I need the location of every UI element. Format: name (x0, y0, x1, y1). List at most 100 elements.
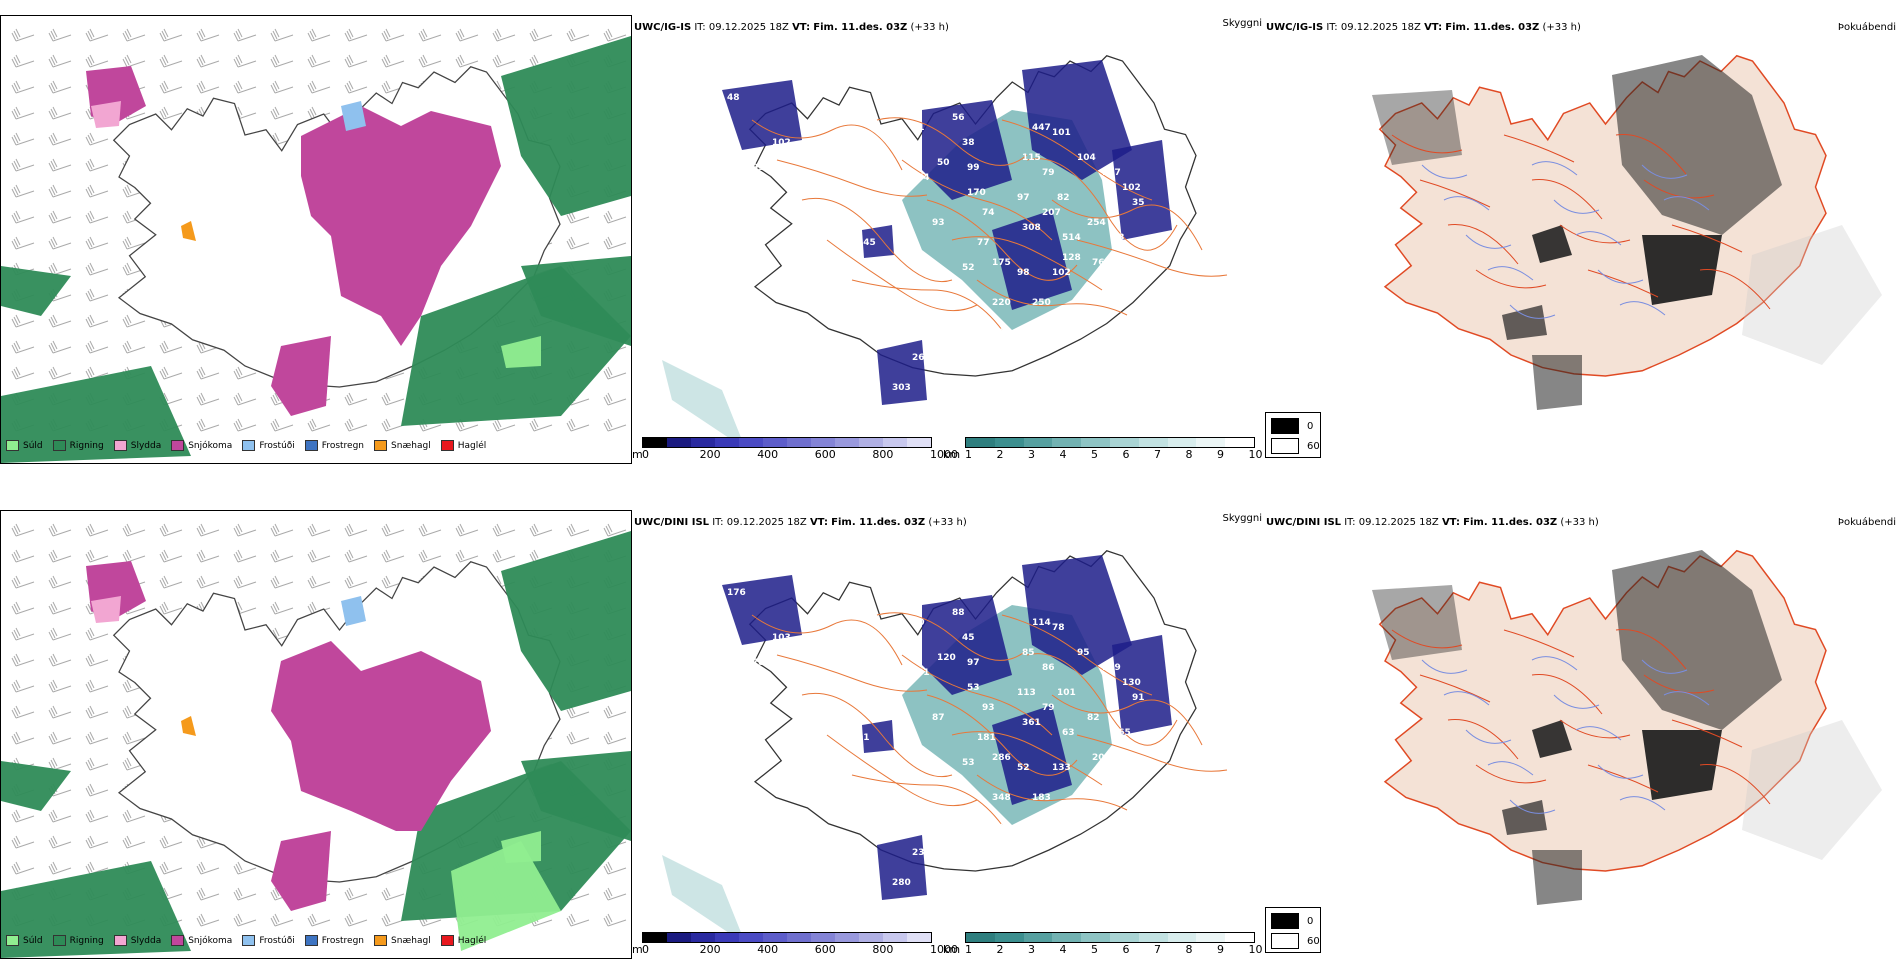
wind-barb (307, 80, 331, 94)
it-value: 09.12.2025 18Z (1340, 22, 1421, 33)
river-line (1509, 799, 1556, 814)
rain-area (501, 36, 631, 216)
it-value: 09.12.2025 18Z (708, 22, 789, 33)
wind-barb (529, 418, 553, 432)
colorbar-unit: km (943, 448, 961, 461)
wind-barb (381, 913, 405, 927)
wind-barb (48, 809, 72, 823)
colorbar-tick-label: 10 (1248, 448, 1263, 461)
legend-item: Frostregn (304, 440, 364, 451)
legend-label: Snjókoma (188, 440, 233, 451)
it-label: IT: (694, 22, 706, 33)
wind-barb (122, 809, 146, 823)
fog-area (1532, 850, 1582, 905)
rain-area (1, 266, 71, 316)
wind-barb (11, 80, 35, 94)
rain-area (1, 861, 191, 958)
wind-barb (603, 236, 627, 250)
wind-barb (48, 184, 72, 198)
wind-barb (159, 835, 183, 849)
wind-barb (307, 28, 331, 42)
snow-grains-area (181, 221, 196, 241)
wind-barb (196, 549, 220, 563)
fog-map (1372, 54, 1882, 410)
wind-barb (85, 262, 109, 276)
rain-area (521, 751, 631, 841)
it-value: 09.12.2025 18Z (1358, 517, 1439, 528)
cloud-base-label: 97 (1017, 193, 1030, 203)
wind-barb (270, 601, 294, 615)
wind-barb (48, 523, 72, 537)
wind-barb (85, 288, 109, 302)
road-line (1026, 653, 1178, 746)
cloud-base-label: 234 (1002, 343, 1021, 353)
wind-barb (11, 210, 35, 224)
wind-barb (455, 54, 479, 68)
visibility-panel-2: UWC/DINI ISL IT: 09.12.2025 18Z VT: Fim.… (632, 495, 1262, 965)
wind-barb (455, 418, 479, 432)
cloud-base-label: 93 (982, 703, 995, 713)
legend-item: Snæhagl (374, 440, 431, 451)
river-line (1575, 726, 1622, 741)
road-line (901, 159, 1053, 241)
wind-barb (344, 54, 368, 68)
cloud-base-label: 98 (1017, 268, 1030, 278)
wind-barb (344, 913, 368, 927)
cloud-base-label: 348 (992, 793, 1011, 803)
precip-type-panel-2: UWC/DINI ISL IT: 09.12.2025 18Z VT: Fim.… (0, 495, 632, 965)
wind-barb (566, 236, 590, 250)
wind-barb (85, 523, 109, 537)
legend-label: Snjókoma (188, 935, 233, 946)
cloud-base-label: 78 (752, 658, 765, 668)
low-cloud-area (722, 80, 802, 150)
wind-barb (196, 861, 220, 875)
road-line (1699, 763, 1771, 805)
panel-title: Þokuábendi (1837, 517, 1896, 528)
precip-legend: Súld Rigning Slydda Snjókoma Frostúði Frostre… (6, 440, 496, 451)
fog-area (1742, 225, 1882, 365)
wind-barb (603, 392, 627, 406)
fog-area (1612, 55, 1782, 235)
cloud-base-label: 85 (1022, 648, 1035, 658)
wind-barb (492, 549, 516, 563)
road-line (1587, 764, 1659, 793)
visibility-panel-1: UWC/IG-IS IT: 09.12.2025 18Z VT: Fim. 11… (632, 0, 1262, 470)
cloud-base-label: 86 (1042, 663, 1055, 673)
wind-barb (344, 523, 368, 537)
cloud-base-label: 93 (752, 163, 765, 173)
colorbar-tick-label: 3 (1028, 448, 1035, 461)
precip-legend: Súld Rigning Slydda Snjókoma Frostúði Frostre… (6, 935, 496, 946)
fog-key-swatch (1271, 933, 1299, 949)
wind-barb (48, 861, 72, 875)
cloud-base-label: 80 (912, 618, 925, 628)
fog-index-key: 0 60 (1265, 412, 1321, 458)
wind-barb (233, 54, 257, 68)
low-cloud-area (877, 340, 927, 405)
sleet-area (91, 101, 121, 128)
cloud-base-label: 53 (962, 758, 975, 768)
cloud-base-label: 101 (1052, 128, 1071, 138)
wind-barb (159, 106, 183, 120)
legend-item: Haglél (440, 440, 486, 451)
model-name: UWC/DINI ISL (634, 517, 710, 528)
fog-index-panel-2: UWC/DINI ISL IT: 09.12.2025 18Z VT: Fim.… (1262, 495, 1900, 965)
river-line (1619, 301, 1666, 316)
road-line (1391, 629, 1463, 649)
panel-title: Skyggni (1222, 18, 1262, 29)
freezing-drizzle-area (341, 596, 366, 626)
wind-barb (48, 653, 72, 667)
river-line (1553, 199, 1600, 214)
road-line (801, 197, 953, 283)
wind-barb (455, 549, 479, 563)
wind-barb (270, 575, 294, 589)
road-line (1503, 629, 1575, 658)
cloud-base-label: 286 (992, 753, 1011, 763)
cloud-base-label: 76 (1092, 258, 1105, 268)
river-line (1421, 164, 1468, 179)
wind-barb (48, 366, 72, 380)
wind-barb (455, 28, 479, 42)
wind-barb (603, 887, 627, 901)
low-cloud-area (862, 225, 894, 258)
colorbar-tick-label: 200 (699, 448, 721, 461)
cloud-base-label: 267 (912, 353, 931, 363)
